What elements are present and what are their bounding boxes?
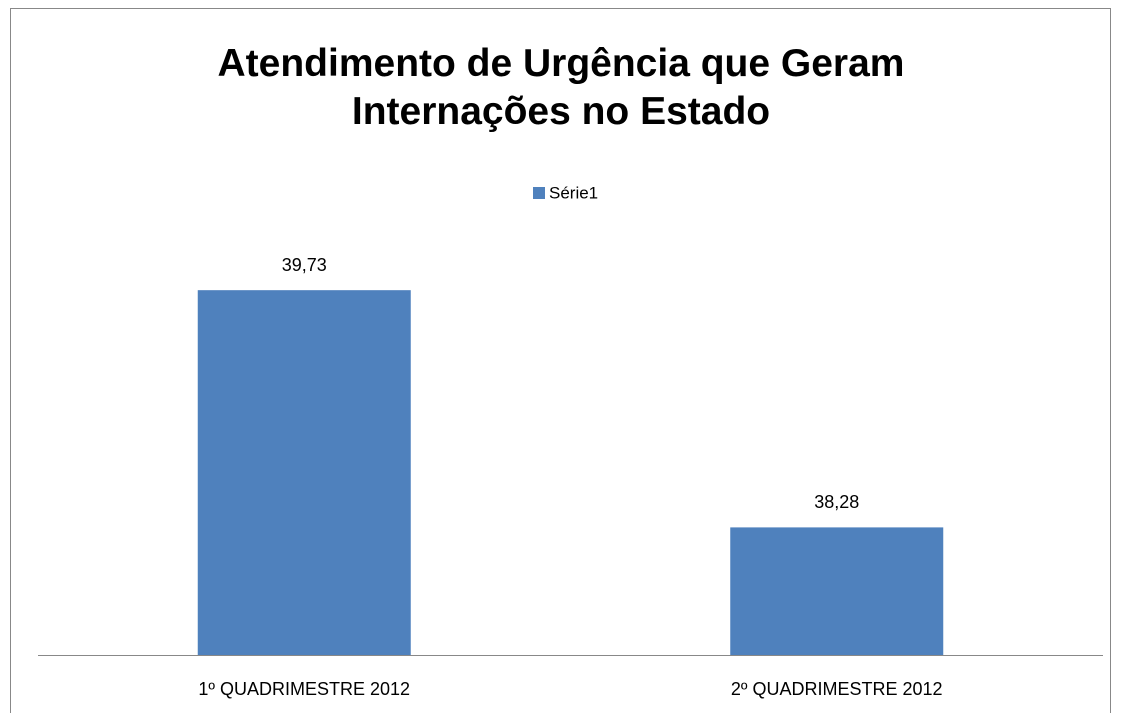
legend-swatch	[533, 187, 545, 199]
value-label: 39,73	[282, 255, 327, 275]
bar	[730, 527, 944, 655]
legend-label: Série1	[549, 183, 598, 202]
bar	[197, 290, 411, 655]
x-tick-label: 2º QUADRIMESTRE 2012	[731, 679, 943, 699]
x-tick-label: 1º QUADRIMESTRE 2012	[198, 679, 410, 699]
value-label: 38,28	[814, 492, 859, 512]
chart-title: Atendimento de Urgência que Geram Intern…	[217, 42, 905, 133]
